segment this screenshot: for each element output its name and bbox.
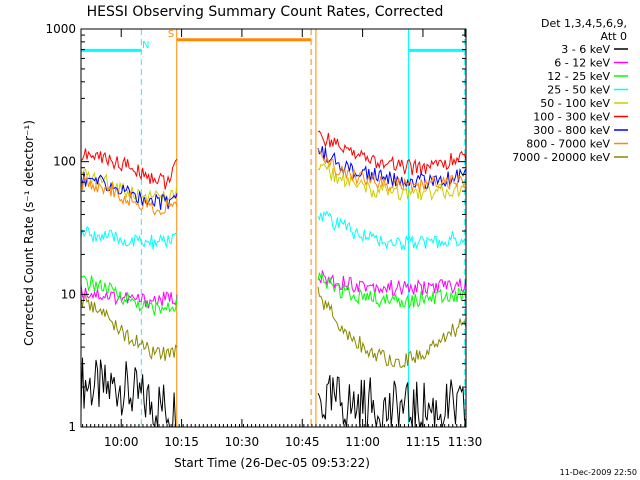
x-axis: 10:00 10:15 10:30 10:45 11:00 11:15 11:30 [82,29,483,449]
series-5 [80,130,467,190]
series-2 [80,272,467,316]
series-5-segment-0 [80,148,178,190]
series-3 [80,210,467,251]
series-7-segment-1 [317,149,467,193]
legend-label-4: 50 - 100 keV [540,97,610,110]
legend-label-3: 25 - 50 keV [547,84,610,97]
series-5-segment-1 [317,130,467,176]
series-1-segment-1 [317,270,467,296]
series-2-segment-0 [80,275,178,316]
series-7-segment-0 [80,175,178,216]
y-axis: 1 10 100 1000 [45,22,466,434]
x-axis-label: Start Time (26-Dec-05 09:53:22) [174,456,370,470]
legend-label-1: 6 - 12 keV [554,57,610,70]
y-tick-label-0: 1 [68,420,76,434]
y-tick-label-3: 1000 [45,22,76,36]
series-layer [80,130,467,428]
x-tick-label-6: 11:30 [448,435,483,449]
series-7 [80,149,467,216]
y-tick-label-2: 100 [53,155,76,169]
legend-label-8: 7000 - 20000 keV [512,151,610,164]
legend-label-5: 100 - 300 keV [533,111,610,124]
footer-date: 11-Dec-2009 22:50 [560,468,637,477]
x-tick-label-5: 11:15 [406,435,441,449]
legend-header-line-1: Det 1,3,4,5,6,9, [541,17,627,30]
series-8-segment-0 [80,294,178,361]
series-1-segment-0 [80,284,178,309]
interval-label-1: S [168,29,174,40]
legend-label-6: 300 - 800 keV [533,124,610,137]
series-0-segment-0 [80,357,178,428]
x-tick-label-0: 10:00 [104,435,139,449]
series-0-segment-1 [317,375,467,428]
legend-label-7: 800 - 7000 keV [526,138,610,151]
interval-label-0: N [142,40,149,51]
x-tick-label-2: 10:30 [225,435,260,449]
series-8 [80,286,467,368]
annotation-layer: NS [81,29,466,427]
chart-title: HESSI Observing Summary Count Rates, Cor… [87,4,444,20]
series-8-segment-1 [317,286,467,368]
legend-header-line-2: Att 0 [601,30,627,43]
series-0 [80,357,467,428]
series-3-segment-0 [80,225,178,250]
legend-label-2: 12 - 25 keV [547,70,610,83]
x-tick-label-4: 11:00 [345,435,380,449]
series-6-segment-0 [80,172,178,210]
y-axis-label: Corrected Count Rate (s⁻¹ detector⁻¹) [22,120,36,346]
series-3-segment-1 [317,210,467,251]
plot-frame [80,28,467,428]
y-tick-label-1: 10 [61,287,76,301]
series-2-segment-1 [317,272,467,309]
x-tick-label-3: 10:45 [285,435,320,449]
series-1 [80,270,467,309]
legend-label-0: 3 - 6 keV [561,43,610,56]
x-tick-label-1: 10:15 [164,435,199,449]
